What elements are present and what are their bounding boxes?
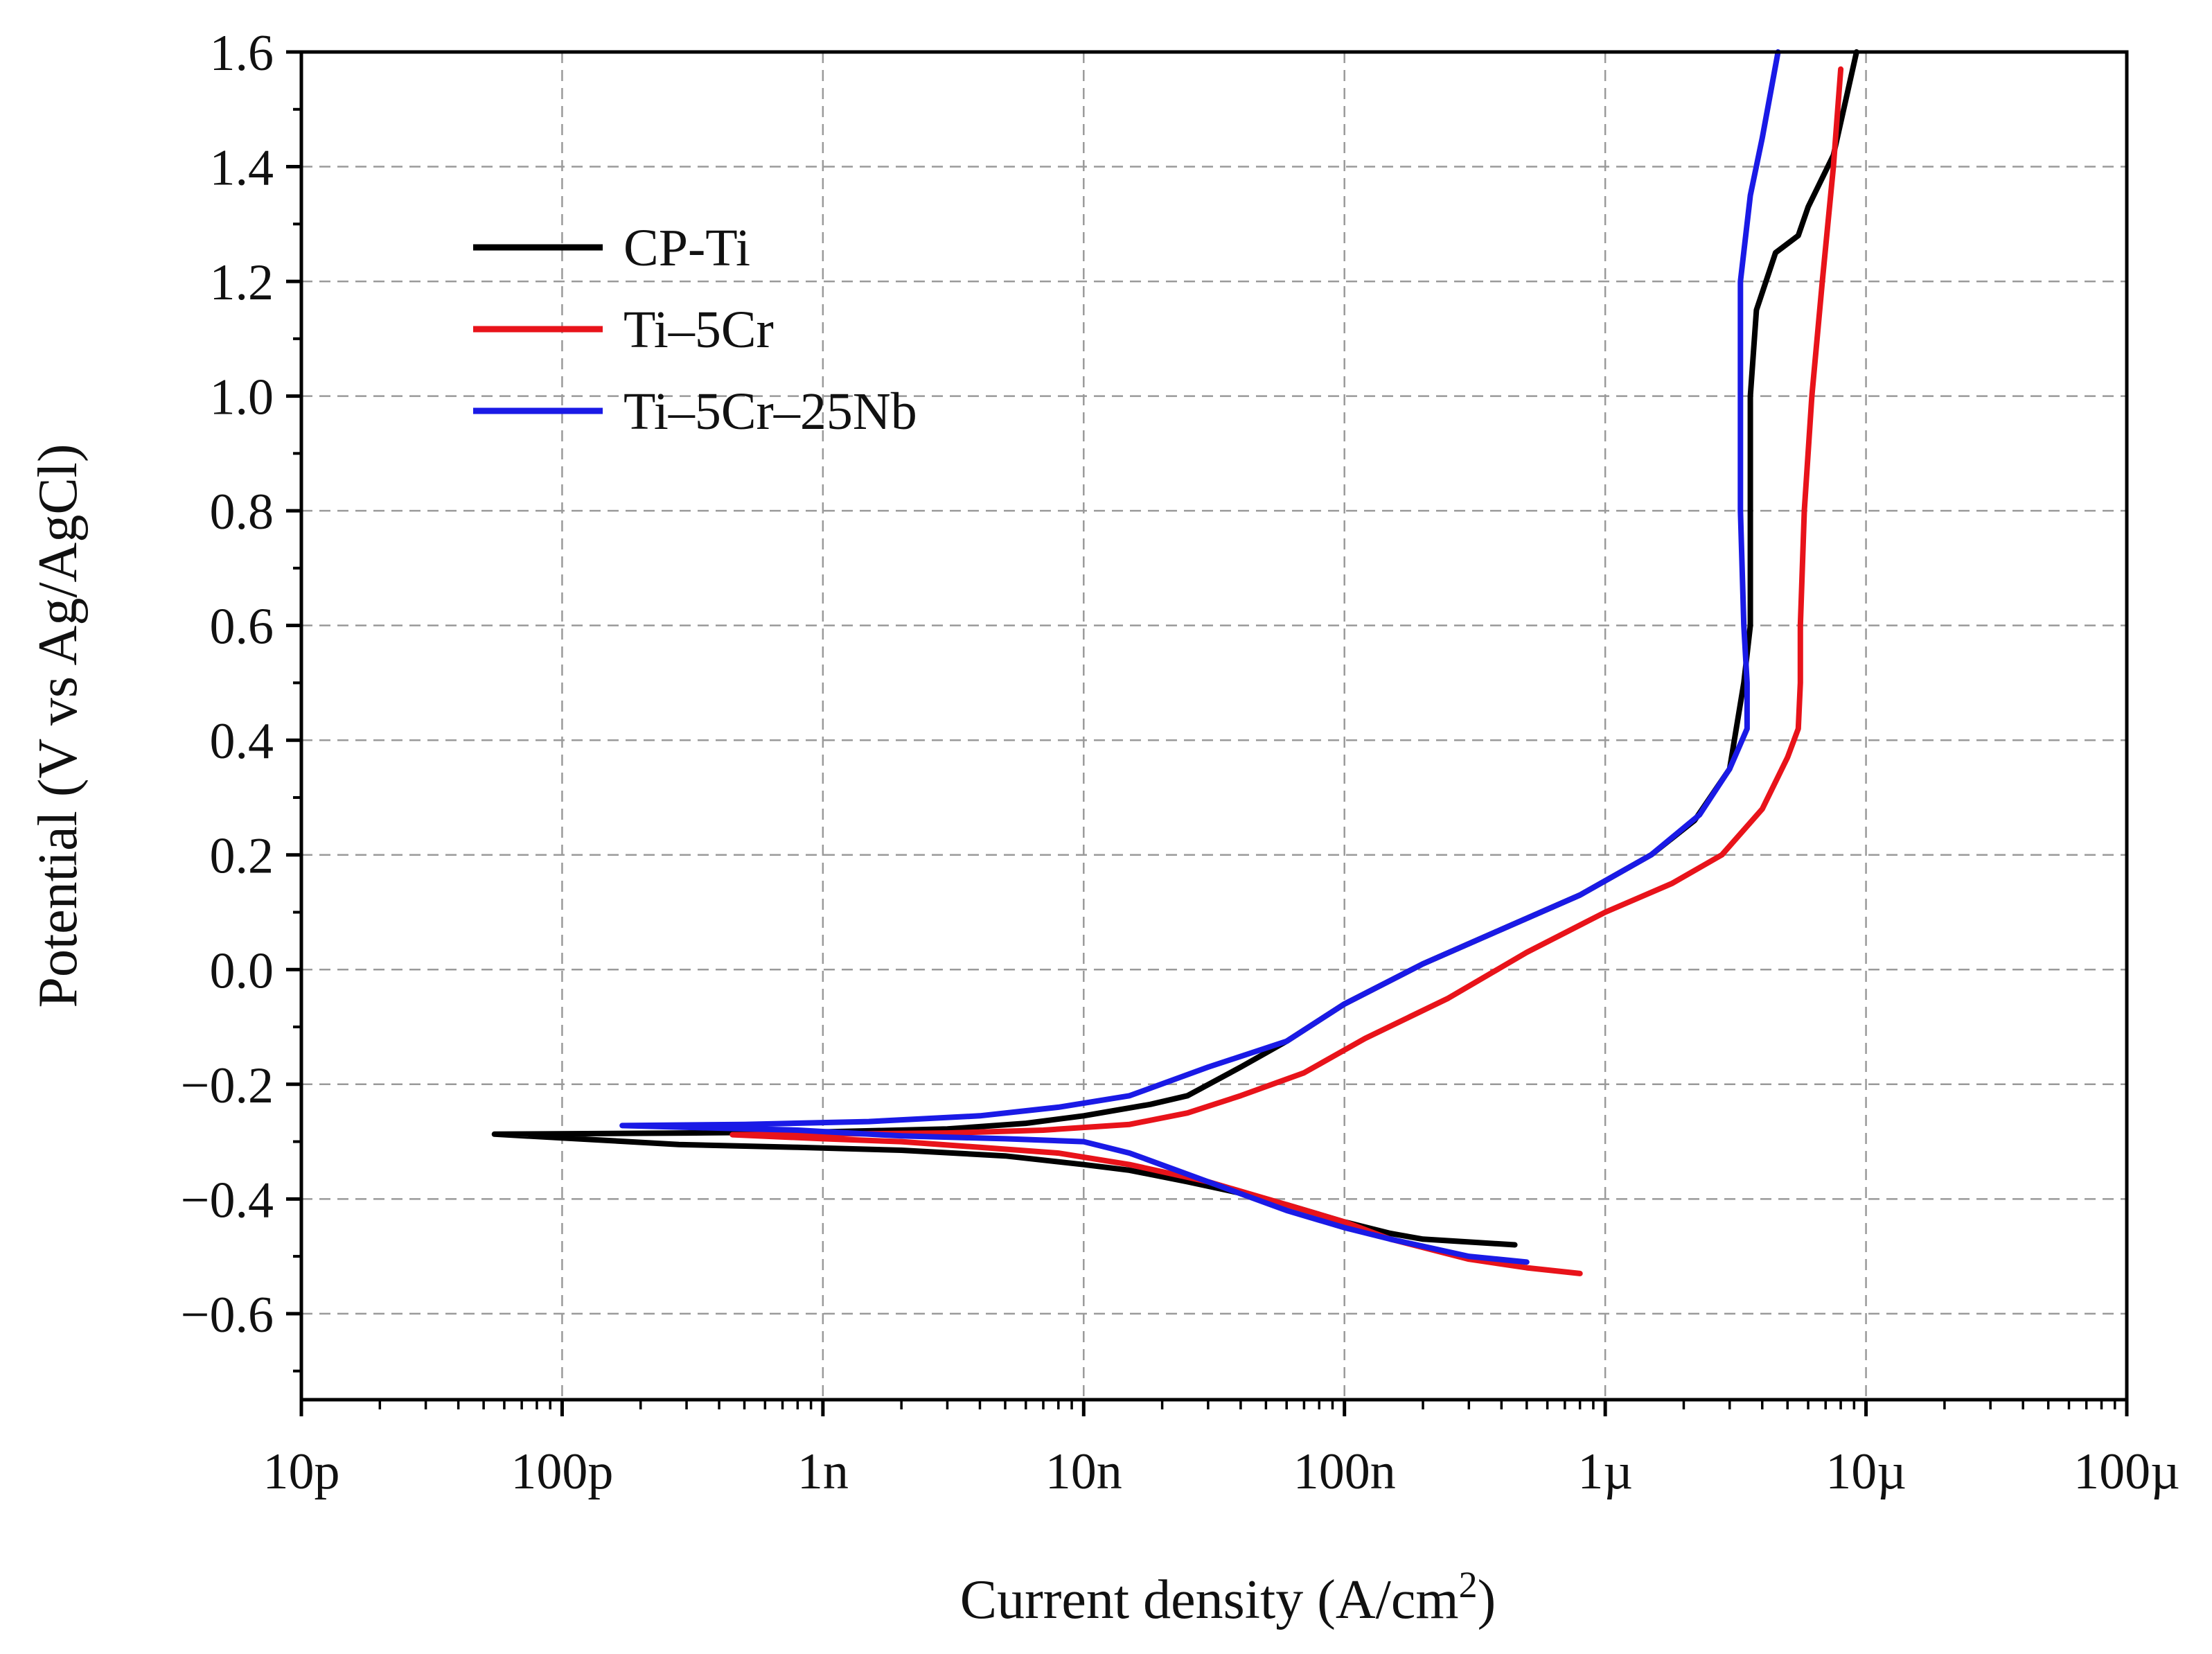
- x-axis-title-close: ): [1478, 1569, 1496, 1630]
- y-tick-label: 0.4: [210, 713, 274, 770]
- x-tick-label: 100µ: [2073, 1443, 2180, 1500]
- x-tick-label: 10p: [263, 1443, 340, 1500]
- x-tick-label: 100p: [511, 1443, 613, 1500]
- y-tick-label: 1.6: [210, 25, 274, 82]
- legend-label: Ti–5Cr: [623, 301, 774, 359]
- x-tick-label: 10n: [1045, 1443, 1122, 1500]
- series-line: [491, 49, 1859, 1248]
- x-tick-label: 100n: [1293, 1443, 1396, 1500]
- x-tick-label: 10µ: [1825, 1443, 1906, 1500]
- x-axis-title: Current density (A/cm2): [960, 1564, 1496, 1630]
- y-tick-label: 0.2: [210, 828, 274, 885]
- y-tick-label: −0.4: [181, 1172, 274, 1229]
- y-tick-label: 1.2: [210, 254, 274, 311]
- y-tick-label: 0.8: [210, 484, 274, 540]
- y-tick-label: −0.6: [181, 1287, 274, 1344]
- y-tick-label: 0.0: [210, 942, 274, 999]
- y-tick-label: 1.0: [210, 369, 274, 426]
- y-tick-label: −0.2: [181, 1057, 274, 1114]
- legend-label: CP-Ti: [623, 219, 750, 277]
- y-tick-label: 1.4: [210, 140, 274, 197]
- series-layer: [491, 49, 1859, 1276]
- axis-tick-labels: 1.6 1.4 1.2 1.0 0.8 0.6 0.4 0.2 0.0 −0.2 −0.4 −0.6 1…: [181, 25, 2180, 1500]
- axis-ticks: [286, 50, 2129, 1416]
- x-axis-title-main: Current density (A/cm: [960, 1569, 1459, 1630]
- y-axis-title: Potential (V vs Ag/AgCl): [28, 443, 89, 1008]
- x-tick-label: 1µ: [1577, 1443, 1633, 1500]
- x-tick-label: 1n: [797, 1443, 849, 1500]
- legend: CP-Ti Ti–5Cr Ti–5Cr–25Nb: [473, 219, 917, 441]
- series-line: [619, 49, 1781, 1265]
- legend-label: Ti–5Cr–25Nb: [623, 382, 917, 441]
- x-axis-title-superscript: 2: [1459, 1564, 1478, 1605]
- y-tick-label: 0.6: [210, 599, 274, 656]
- plot-frame: [299, 50, 2129, 1402]
